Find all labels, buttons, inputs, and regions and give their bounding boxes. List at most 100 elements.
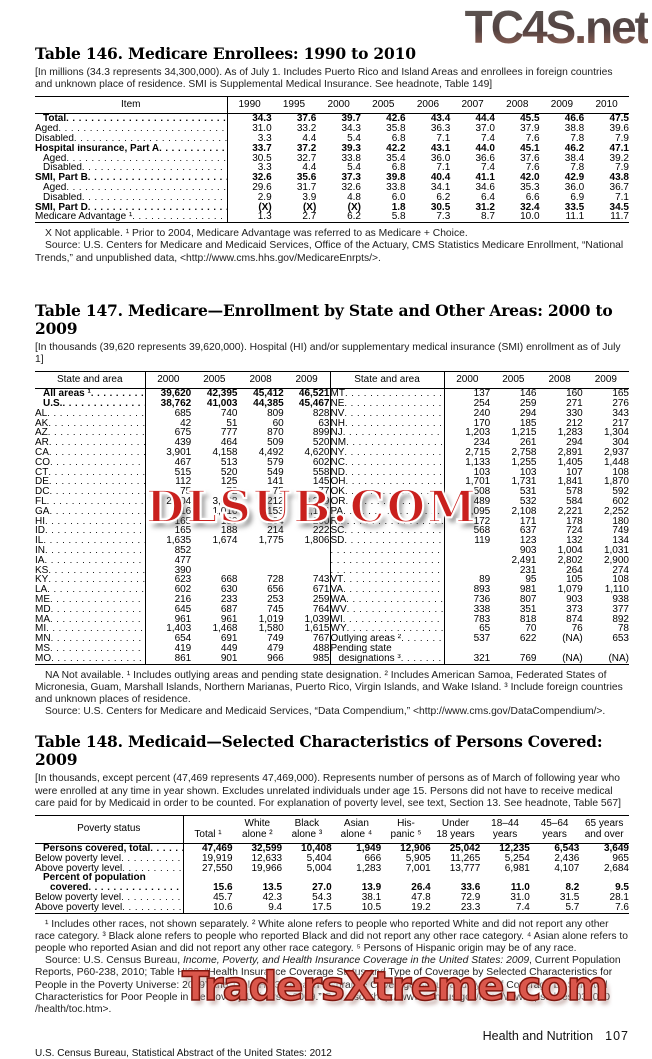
value-cell: 330 (566, 407, 583, 419)
value-cell: 736 (443, 595, 491, 605)
item-label-cell: Medicare Advantage ¹ (35, 212, 227, 222)
value-cell: 38,762 (144, 399, 192, 409)
section-table147: Table 147. Medicare—Enrollment by State … (35, 301, 629, 719)
value-cell: 449 (220, 642, 238, 654)
value-cell: 216 (144, 595, 192, 605)
value-cell: (NA) (608, 652, 629, 664)
value-cell: 125 (220, 476, 238, 488)
value-cell: 653 (612, 633, 629, 645)
value-cell: 1,870 (603, 476, 629, 488)
value-cell: 8.2 (565, 882, 580, 894)
state-label-cell: All areas ¹ (35, 389, 145, 399)
table-row: KY 623 668 728 743 VT 89 95 105 (35, 574, 629, 586)
col-header-45-64: 45–64 years (529, 815, 580, 844)
value-cell: 43.4 (430, 113, 451, 125)
value-cell: 343 (612, 407, 629, 419)
value-cell: 578 (566, 486, 583, 498)
value-cell: 165 (144, 516, 192, 527)
dot-leader (88, 173, 227, 183)
value-cell: 32.6 (226, 173, 272, 183)
value-cell: 43.8 (609, 172, 629, 184)
table-row: AL 685 740 809 828 NV 240 294 330 (35, 407, 629, 419)
value-cell: 240 (443, 408, 491, 419)
running-footer: Health and Nutrition 107 (35, 1029, 629, 1043)
value-cell: 134 (612, 535, 629, 547)
value-cell: 171 (519, 515, 537, 527)
col-header-item: Item (35, 96, 227, 115)
value-cell: 668 (220, 574, 238, 586)
value-cell: 254 (443, 399, 491, 409)
value-cell: 7.6 (615, 901, 629, 913)
value-cell: 513 (220, 456, 238, 468)
dot-leader (344, 448, 443, 458)
state-label-cell: IN (35, 546, 145, 556)
value-cell: 35.4 (386, 152, 406, 164)
item-label-cell: Disabled (35, 193, 227, 203)
value-cell: 31.2 (475, 201, 495, 213)
dot-leader (49, 448, 145, 458)
value-cell: 893 (443, 585, 491, 595)
value-cell: 31.5 (559, 891, 580, 903)
value-cell: 19,919 (182, 853, 233, 864)
value-cell: 2,891 (557, 446, 583, 458)
state-label-cell: AK (35, 419, 145, 429)
value-cell: 47.5 (609, 113, 629, 125)
dot-leader (344, 409, 443, 419)
dot-leader (50, 615, 145, 625)
value-cell: 1,019 (258, 613, 284, 625)
state-label-cell: VT (329, 575, 444, 586)
state-label-cell: NV (329, 408, 444, 419)
value-cell: 390 (144, 565, 192, 576)
value-cell: 10.5 (361, 901, 382, 913)
value-cell: 1,806 (304, 535, 330, 547)
dot-leader (74, 134, 227, 144)
value-cell: 6.2 (347, 211, 361, 223)
value-cell: 35.3 (520, 181, 540, 193)
value-cell: 112 (144, 477, 192, 488)
value-cell: 439 (144, 438, 192, 448)
col-header-year: 2008 (536, 371, 583, 390)
value-cell: 7.3 (436, 211, 451, 223)
value-cell: (NA) (562, 633, 583, 645)
value-cell: 44,385 (253, 397, 284, 409)
value-cell: 9.4 (268, 901, 283, 913)
item-label-cell: Aged (35, 154, 227, 164)
table147-medicare-enrollment-by-state: State and area 2000 2005 2008 2009 State… (35, 371, 629, 665)
table-row: SMI, Part B 32.6 35.6 37.3 39.8 40.4 41.… (35, 173, 629, 183)
col-header-hispanic: His- panic ⁵ (381, 815, 431, 844)
value-cell: 489 (443, 497, 491, 507)
table-row: LA 602 630 656 671 VA 893 981 1,079 (35, 585, 629, 595)
value-cell: 38.8 (564, 123, 585, 135)
state-label-cell: MT (329, 388, 444, 399)
value-cell: 467 (144, 457, 192, 468)
value-cell: 584 (566, 495, 583, 507)
dot-leader (47, 585, 144, 595)
value-cell: 42.6 (386, 113, 406, 125)
value-cell: 656 (267, 584, 284, 596)
table148-footnote: ¹ Includes other races, not shown separa… (35, 918, 629, 954)
value-cell: 4.4 (302, 133, 317, 144)
value-cell: 1,674 (212, 535, 238, 547)
value-cell: 549 (267, 466, 284, 478)
value-cell: 60 (272, 417, 284, 429)
state-label-cell: KY (35, 575, 145, 585)
state-label-cell (329, 565, 444, 576)
table-row: AK 42 51 60 63 NH 170 185 212 (35, 417, 629, 429)
value-cell: 108 (612, 574, 629, 586)
value-cell: 165 (612, 388, 629, 400)
value-cell (191, 546, 237, 556)
col-header-year: 2006 (405, 96, 451, 115)
section-table148: Table 148. Medicaid—Selected Characteris… (35, 733, 629, 1016)
value-cell: 2,802 (557, 554, 583, 566)
state-label-cell: MO (35, 654, 145, 664)
value-cell: 12,906 (400, 842, 431, 854)
table-row: Disabled 3.3 4.4 5.4 6.8 7.1 7.4 7.6 7.8… (35, 134, 629, 144)
poverty-label-cell: Above poverty level (35, 864, 183, 874)
value-cell: 767 (312, 633, 330, 645)
value-cell: (NA) (562, 652, 583, 664)
value-cell: 105 (566, 574, 583, 586)
table-row: ID 165 188 214 222 SC 568 637 724 (35, 526, 629, 537)
table-row: KS 390 231 264 274 (35, 565, 629, 576)
value-cell: 685 (144, 408, 192, 419)
value-cell: 777 (220, 427, 238, 439)
